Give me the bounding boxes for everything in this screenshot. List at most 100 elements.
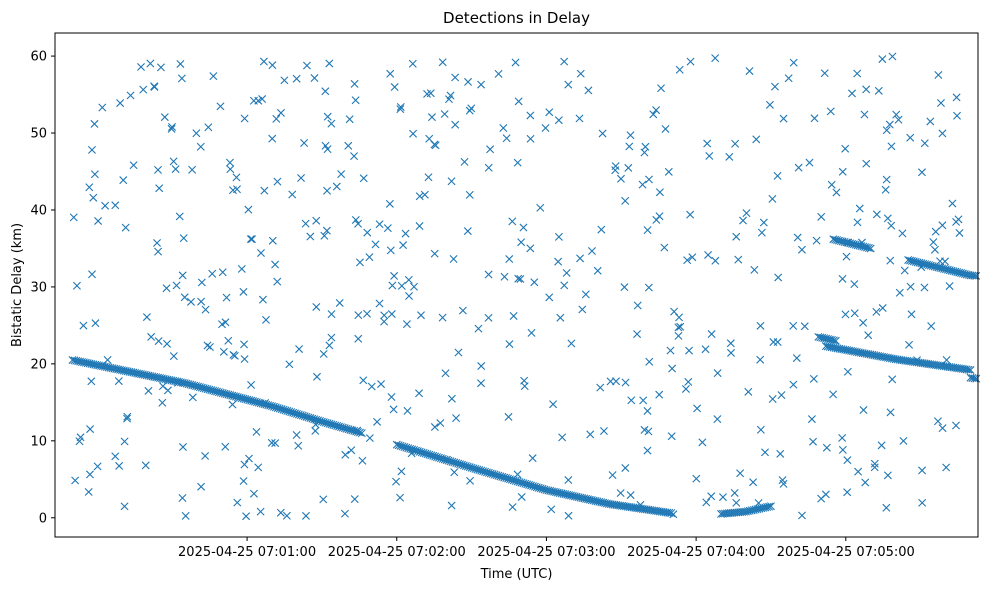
data-point <box>562 268 571 277</box>
data-point <box>917 168 926 177</box>
data-point <box>302 61 311 70</box>
data-point <box>219 347 228 356</box>
data-point <box>784 74 793 83</box>
data-point <box>674 323 683 332</box>
data-point <box>201 305 210 314</box>
data-point <box>626 491 635 500</box>
data-point <box>505 340 514 349</box>
data-point <box>667 432 676 441</box>
data-point <box>354 219 363 228</box>
chart-title: Detections in Delay <box>443 9 590 27</box>
data-point <box>180 293 189 302</box>
data-point <box>526 111 535 120</box>
data-point <box>178 271 187 280</box>
data-point <box>536 203 545 212</box>
data-point <box>899 436 908 445</box>
data-point <box>888 375 897 384</box>
data-point <box>907 310 916 319</box>
data-point <box>794 163 803 172</box>
data-point <box>703 139 712 148</box>
data-point <box>249 489 258 498</box>
data-point <box>777 391 786 400</box>
data-point <box>450 468 459 477</box>
data-point <box>268 134 277 143</box>
data-point <box>169 157 178 166</box>
data-point <box>499 124 508 133</box>
data-point <box>945 282 954 291</box>
data-point <box>861 478 870 487</box>
data-point <box>608 471 617 480</box>
data-point <box>297 174 306 182</box>
data-point <box>477 379 486 388</box>
x-axis: 2025-04-25 07:01:00 2025-04-25 07:02:00 20… <box>178 537 915 560</box>
data-point <box>805 158 814 167</box>
data-point <box>598 129 607 138</box>
data-point <box>389 405 398 414</box>
data-point <box>770 82 779 91</box>
data-point <box>564 476 573 485</box>
data-point <box>766 502 775 511</box>
data-point <box>447 501 456 510</box>
data-point <box>463 227 472 236</box>
data-point <box>597 225 606 234</box>
data-point <box>970 271 979 280</box>
data-point <box>509 311 518 320</box>
data-point <box>732 232 741 241</box>
data-point <box>120 437 129 446</box>
data-point <box>545 108 554 117</box>
data-point <box>337 170 346 179</box>
data-point <box>396 105 405 114</box>
data-point <box>966 366 975 375</box>
data-point <box>822 443 831 452</box>
data-point <box>599 427 608 435</box>
data-point <box>711 256 720 265</box>
data-point <box>685 346 694 355</box>
data-point <box>91 319 100 328</box>
data-point <box>645 357 654 366</box>
data-point <box>208 269 217 278</box>
data-point <box>645 175 653 184</box>
data-point <box>484 313 493 322</box>
data-point <box>354 311 363 320</box>
data-point <box>371 240 380 249</box>
data-point <box>850 280 859 289</box>
y-tick-label: 60 <box>30 50 47 65</box>
data-point <box>892 110 901 119</box>
data-point <box>872 307 881 316</box>
data-point <box>322 226 331 235</box>
data-point <box>759 218 768 227</box>
data-point <box>178 443 187 452</box>
data-point <box>388 281 397 290</box>
data-point <box>335 298 344 307</box>
data-point <box>86 425 95 434</box>
data-point <box>517 492 526 501</box>
data-point <box>698 438 707 447</box>
data-point <box>942 463 951 472</box>
data-point <box>154 337 163 346</box>
data-point <box>79 321 88 330</box>
data-point <box>363 309 372 318</box>
data-point <box>681 384 690 393</box>
data-point <box>345 115 354 124</box>
data-point <box>952 93 961 102</box>
data-point <box>664 167 673 176</box>
y-tick-label: 40 <box>30 203 47 218</box>
data-point <box>768 194 777 203</box>
data-point <box>247 380 256 389</box>
data-point <box>517 238 526 247</box>
data-point <box>103 355 112 364</box>
data-point <box>749 478 758 487</box>
data-point <box>162 284 171 293</box>
data-point <box>554 116 563 125</box>
data-point <box>778 476 787 485</box>
data-point <box>186 297 195 306</box>
data-point <box>931 227 940 236</box>
data-point <box>667 509 676 518</box>
data-point <box>581 290 590 299</box>
data-point <box>71 476 80 485</box>
data-point <box>887 142 896 151</box>
data-point <box>75 437 84 446</box>
data-point <box>355 428 364 437</box>
data-point <box>325 341 334 350</box>
